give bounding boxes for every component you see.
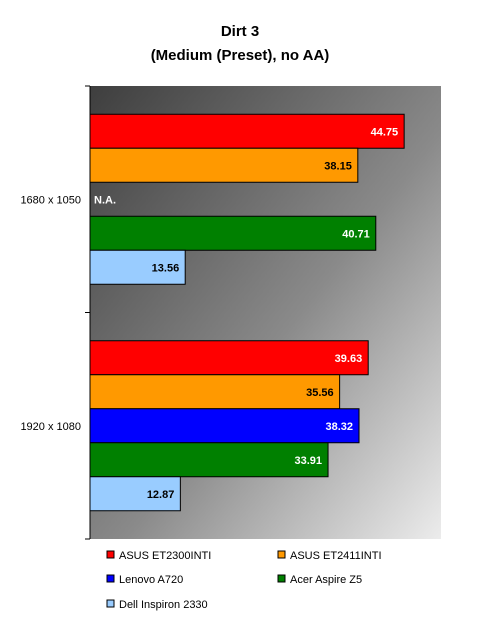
chart-subtitle: (Medium (Preset), no AA) (151, 47, 330, 64)
bar-lenovo-a720-1920-x-1080 (89, 408, 360, 444)
bar-dell-inspiron-2330-1920-x-1080 (89, 476, 181, 512)
bar-asus-et2411inti-1920-x-1080 (89, 374, 341, 410)
bar-value-label: 12.87 (147, 489, 175, 501)
legend-label-acer-aspire-z5: Acer Aspire Z5 (290, 574, 362, 586)
legend-label-dell-inspiron-2330: Dell Inspiron 2330 (119, 599, 208, 611)
bars-layer: 44.75 38.15 N.A. 40.71 13.56 39.63 35.56 38.32 3… (89, 113, 405, 512)
bar-value-label: 38.32 (325, 421, 353, 433)
bar-asus-et2300inti-1920-x-1080 (89, 340, 369, 376)
legend-swatch-lenovo-a720 (106, 574, 115, 583)
legend-label-asus-et2300inti: ASUS ET2300INTI (119, 550, 211, 562)
bar-value-label: 13.56 (152, 262, 180, 274)
bar-acer-aspire-z5-1920-x-1080 (89, 442, 329, 478)
missing-value-label: N.A. (94, 194, 116, 206)
bar-value-label: 33.91 (295, 455, 323, 467)
bar-value-label: 39.63 (335, 353, 363, 365)
bar-dell-inspiron-2330-1680-x-1050 (89, 249, 186, 285)
bar-asus-et2300inti-1680-x-1050 (89, 113, 405, 149)
bar-asus-et2411inti-1680-x-1050 (89, 147, 359, 183)
bar-acer-aspire-z5-1680-x-1050 (89, 215, 377, 251)
bar-value-label: 38.15 (324, 160, 352, 172)
legend-swatch-dell-inspiron-2330 (106, 599, 115, 608)
legend-box (90, 541, 441, 621)
chart-title: Dirt 3 (221, 23, 259, 40)
legend-label-lenovo-a720: Lenovo A720 (119, 574, 183, 586)
legend-label-asus-et2411inti: ASUS ET2411INTI (290, 550, 382, 562)
bar-value-label: 40.71 (342, 228, 370, 240)
legend: ASUS ET2300INTI ASUS ET2411INTI Lenovo A72… (106, 550, 382, 611)
legend-swatch-asus-et2300inti (106, 550, 115, 559)
category-axis: 1680 x 1050 1920 x 1080 (20, 85, 91, 540)
bar-value-label: 35.56 (306, 387, 334, 399)
bar-value-label: 44.75 (371, 126, 399, 138)
legend-swatch-asus-et2411inti (277, 550, 286, 559)
category-label-1680-x-1050: 1680 x 1050 (20, 194, 81, 206)
category-label-1920-x-1080: 1920 x 1080 (20, 421, 81, 433)
legend-swatch-acer-aspire-z5 (277, 574, 286, 583)
